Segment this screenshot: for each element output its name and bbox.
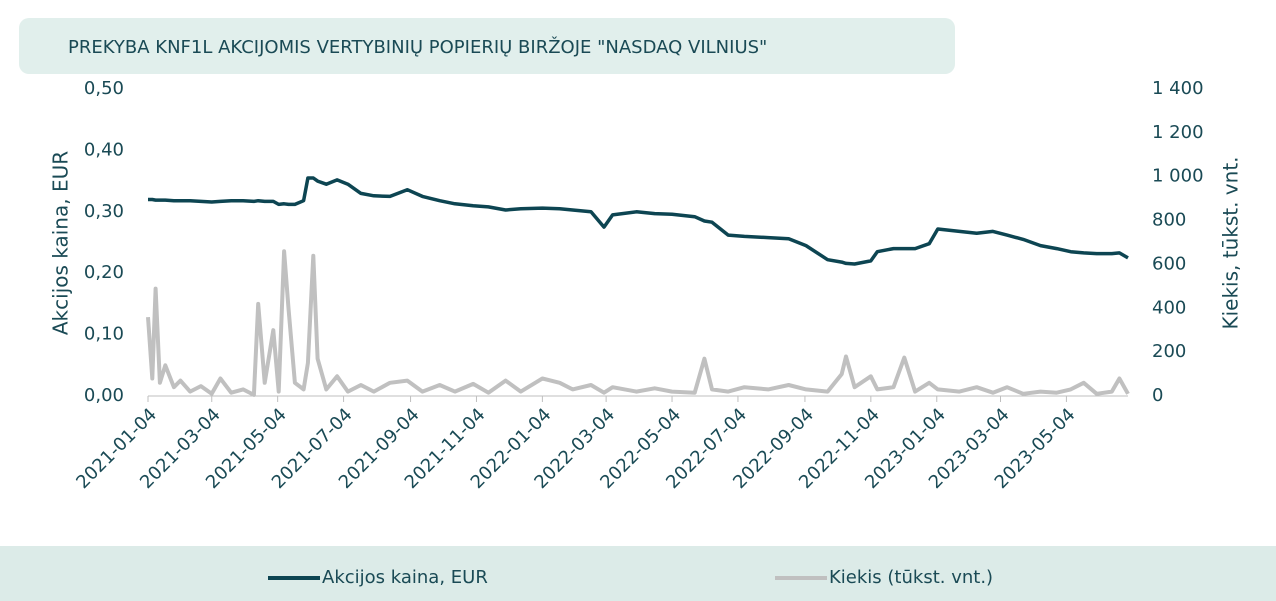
y2-tick-label: 200 [1152, 341, 1186, 362]
title-box [19, 18, 955, 74]
y-tick-label: 0,40 [84, 139, 124, 160]
y2-tick-label: 800 [1152, 210, 1186, 231]
series-line [146, 249, 1130, 397]
y2-tick-label: 1 400 [1152, 78, 1204, 99]
y2-tick-label: 0 [1152, 385, 1163, 406]
y-tick-label: 0,10 [84, 324, 124, 345]
y-tick-label: 0,20 [84, 262, 124, 283]
y-tick-label: 0,50 [84, 78, 124, 99]
y2-axis-title: Kiekis, tūkst. vnt. [1219, 156, 1243, 329]
y2-tick-label: 1 000 [1152, 166, 1204, 187]
y-axis-title: Akcijos kaina, EUR [49, 151, 73, 335]
y2-tick-label: 400 [1152, 297, 1186, 318]
y-tick-label: 0,30 [84, 201, 124, 222]
y2-tick-label: 600 [1152, 253, 1186, 274]
legend-band [0, 546, 1276, 601]
y-tick-label: 0,00 [84, 385, 124, 406]
chart-title: PREKYBA KNF1L AKCIJOMIS VERTYBINIŲ POPIE… [68, 36, 767, 58]
legend-label: Kiekis (tūkst. vnt.) [829, 567, 993, 588]
y2-tick-label: 1 200 [1152, 122, 1204, 143]
legend-label: Akcijos kaina, EUR [322, 567, 488, 588]
series-line [148, 176, 1129, 266]
